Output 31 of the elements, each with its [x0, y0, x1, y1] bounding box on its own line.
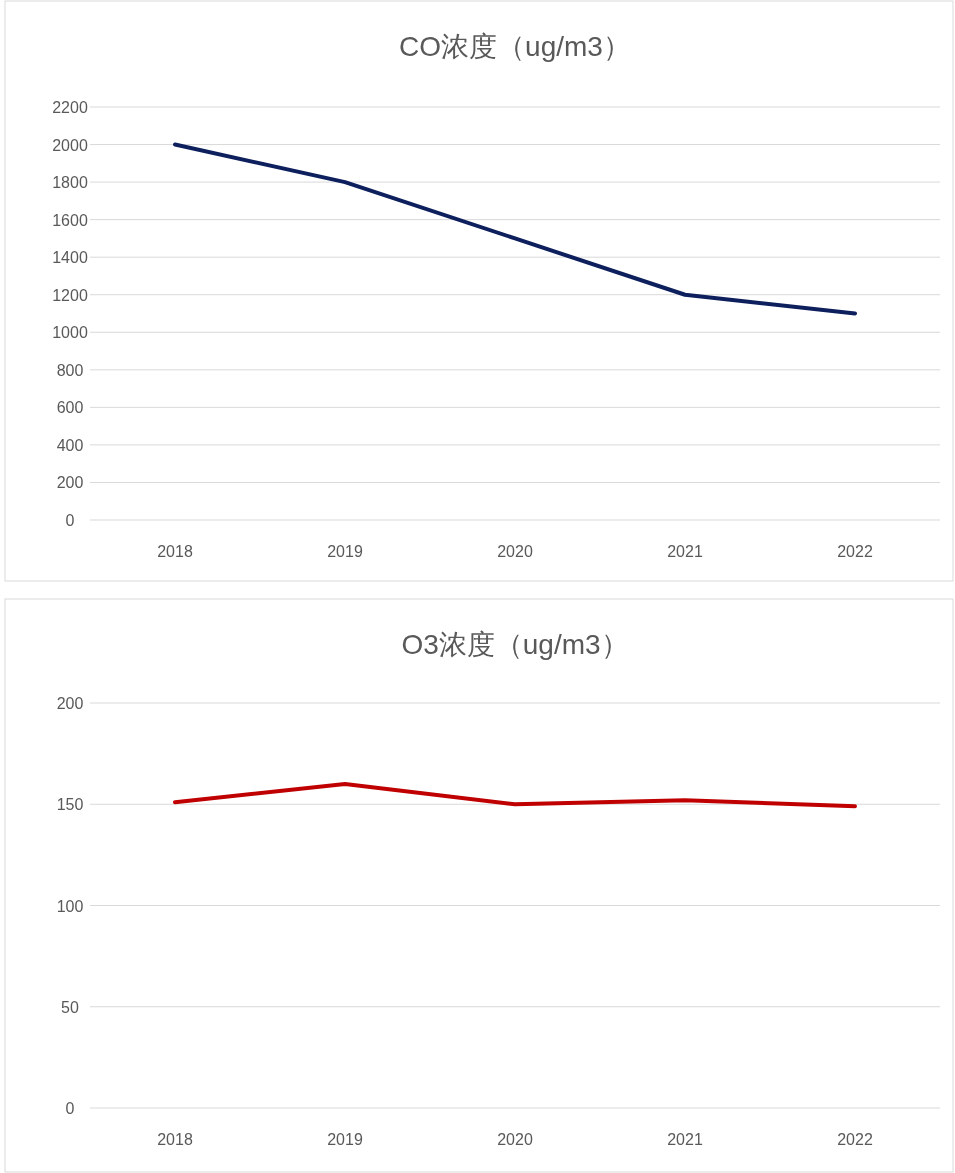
y-tick-label: 200 — [56, 474, 84, 492]
chart-title: O3浓度（ug/m3） — [401, 629, 629, 660]
y-tick-label: 100 — [56, 897, 84, 915]
y-tick-label: 400 — [56, 436, 84, 454]
x-tick-label: 2020 — [497, 543, 533, 560]
y-tick-label: 800 — [56, 361, 84, 379]
x-tick-label: 2021 — [667, 1131, 703, 1148]
y-tick-label: 1600 — [52, 211, 88, 229]
chart-title: CO浓度（ug/m3） — [399, 31, 631, 62]
line-series — [173, 782, 857, 809]
x-tick-label: 2020 — [497, 1131, 533, 1148]
x-tick-label: 2022 — [837, 1131, 873, 1148]
x-tick-label: 2018 — [157, 543, 193, 560]
y-tick-label: 1800 — [52, 174, 88, 192]
y-tick-label: 1200 — [52, 286, 88, 304]
y-tick-label: 2000 — [52, 136, 88, 154]
y-tick-label: 1000 — [52, 324, 88, 342]
x-tick-label: 2019 — [327, 1131, 363, 1148]
y-tick-label: 150 — [56, 796, 84, 814]
y-tick-label: 1400 — [52, 249, 88, 267]
x-tick-label: 2021 — [667, 543, 703, 560]
y-tick-label: 50 — [61, 998, 79, 1016]
y-tick-label: 2200 — [52, 99, 88, 116]
x-tick-label: 2022 — [837, 543, 873, 560]
line-series — [173, 142, 857, 316]
y-tick-label: 600 — [56, 399, 84, 417]
y-tick-label: 200 — [56, 695, 84, 712]
x-tick-label: 2019 — [327, 543, 363, 560]
x-tick-label: 2018 — [157, 1131, 193, 1148]
y-tick-label: 0 — [65, 512, 75, 529]
y-tick-label: 0 — [65, 1100, 75, 1117]
